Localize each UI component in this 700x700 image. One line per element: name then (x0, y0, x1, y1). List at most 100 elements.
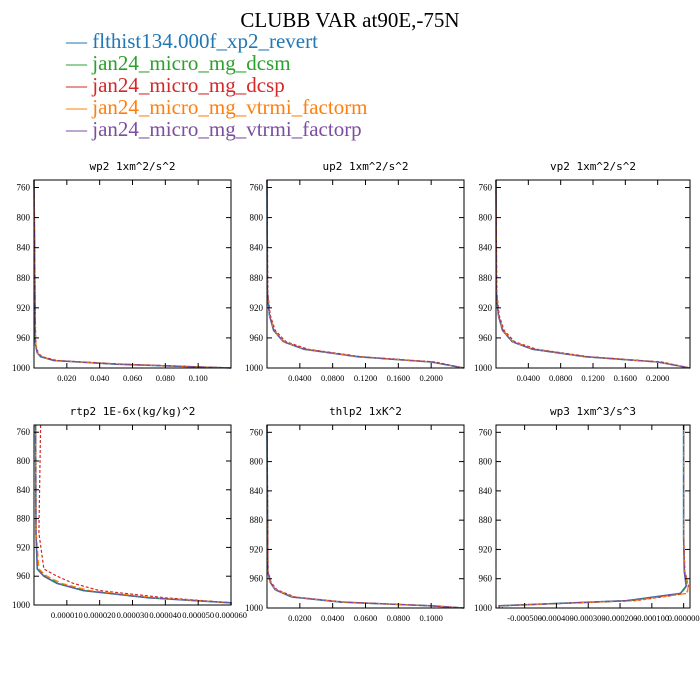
y-tick-label: 960 (250, 333, 264, 343)
series-line (35, 424, 232, 605)
series-line (266, 424, 465, 609)
plot-frame (266, 424, 465, 609)
x-tick-label: 0.0600 (354, 613, 377, 623)
y-tick-label: 800 (17, 213, 31, 223)
x-tick-label: 0.1600 (387, 373, 410, 383)
y-tick-label: 840 (250, 486, 264, 496)
x-tick-label: 0.020 (57, 373, 76, 383)
series-line (498, 425, 687, 608)
y-tick-label: 960 (17, 333, 31, 343)
y-tick-label: 920 (479, 544, 493, 554)
y-tick-label: 760 (17, 183, 31, 193)
x-tick-label: 0.0200 (288, 613, 311, 623)
x-tick-label: 0.0400 (321, 613, 344, 623)
series-line (33, 179, 232, 369)
x-tick-label: 0.0800 (387, 613, 410, 623)
series-line (498, 425, 689, 608)
x-tick-label: 0.040 (90, 373, 109, 383)
x-tick-label: 0.000010 (51, 610, 83, 620)
plot-frame (495, 424, 691, 609)
y-tick-label: 880 (479, 515, 493, 525)
y-tick-label: 920 (17, 542, 31, 552)
series-line (495, 179, 691, 369)
y-tick-label: 880 (17, 514, 31, 524)
series-line (33, 179, 232, 369)
x-tick-label: 0.000020 (84, 610, 116, 620)
y-tick-label: 880 (479, 273, 493, 283)
legend-dash: — (66, 29, 93, 53)
series-line (495, 425, 690, 608)
y-tick-label: 840 (17, 243, 31, 253)
y-tick-label: 800 (479, 213, 493, 223)
series-line (495, 179, 691, 369)
legend-label: flthist134.000f_xp2_revert (92, 29, 318, 53)
y-tick-label: 840 (250, 243, 264, 253)
series-line (266, 424, 465, 609)
x-tick-label: -0.000200 (603, 613, 638, 623)
x-tick-label: 0.1200 (354, 373, 377, 383)
y-tick-label: 1000 (245, 603, 264, 613)
legend: — flthist134.000f_xp2_revert — jan24_mic… (66, 30, 368, 140)
y-tick-label: 800 (250, 213, 264, 223)
series-line (34, 424, 232, 605)
x-tick-label: 0.060 (123, 373, 142, 383)
panel-title: wp3 1xm^3/s^3 (550, 405, 636, 418)
y-tick-label: 840 (479, 486, 493, 496)
x-tick-label: 0.0400 (288, 373, 311, 383)
panel-title: wp2 1xm^2/s^2 (89, 160, 175, 173)
x-tick-label: 0.0800 (549, 373, 572, 383)
legend-label: jan24_micro_mg_vtrmi_factorm (92, 95, 368, 119)
y-tick-label: 880 (17, 273, 31, 283)
y-tick-label: 1000 (12, 363, 31, 373)
panel-title: up2 1xm^2/s^2 (322, 160, 408, 173)
y-tick-label: 880 (250, 273, 264, 283)
x-tick-label: -0.000500 (507, 613, 542, 623)
y-tick-label: 760 (479, 183, 493, 193)
legend-label: jan24_micro_mg_dcsm (92, 51, 291, 75)
x-tick-label: 0.0400 (517, 373, 540, 383)
x-tick-label: 0.080 (156, 373, 175, 383)
y-tick-label: 760 (17, 427, 31, 437)
y-tick-label: 920 (250, 303, 264, 313)
legend-item: — jan24_micro_mg_dcsp (66, 74, 368, 96)
x-tick-label: 0.2000 (419, 373, 442, 383)
series-line (266, 179, 465, 369)
y-tick-label: 800 (479, 457, 493, 467)
x-tick-label: 0.0800 (321, 373, 344, 383)
legend-label: jan24_micro_mg_dcsp (92, 73, 285, 97)
panel-title: vp2 1xm^2/s^2 (550, 160, 636, 173)
series-line (33, 179, 232, 369)
legend-item: — jan24_micro_mg_vtrmi_factorp (66, 118, 368, 140)
series-line (266, 424, 465, 609)
series-line (495, 179, 691, 369)
series-line (38, 424, 232, 605)
x-tick-label: -0.000300 (571, 613, 606, 623)
series-line (498, 425, 688, 608)
legend-item: — jan24_micro_mg_vtrmi_factorm (66, 96, 368, 118)
plot-frame (33, 424, 232, 606)
plot-frame (266, 179, 465, 369)
page-title: CLUBB VAR at90E,-75N (240, 8, 460, 32)
y-tick-label: 1000 (245, 363, 264, 373)
x-tick-label: 0.000030 (117, 610, 149, 620)
series-line (495, 179, 691, 369)
series-line (266, 179, 465, 369)
y-tick-label: 840 (17, 485, 31, 495)
series-line (33, 179, 232, 369)
y-tick-label: 760 (250, 183, 264, 193)
series-line (495, 179, 691, 369)
plot-frame (495, 179, 691, 369)
series-line (266, 179, 465, 369)
plot-frame (33, 179, 232, 369)
series-line (33, 179, 232, 369)
y-tick-label: 760 (250, 427, 264, 437)
legend-label: jan24_micro_mg_vtrmi_factorp (92, 117, 362, 141)
legend-dash: — (66, 117, 93, 141)
series-line (501, 425, 688, 608)
x-tick-label: 0.1600 (614, 373, 637, 383)
x-tick-label: 0.000050 (182, 610, 214, 620)
y-tick-label: 760 (479, 427, 493, 437)
series-line (266, 424, 465, 609)
series-line (35, 424, 232, 605)
